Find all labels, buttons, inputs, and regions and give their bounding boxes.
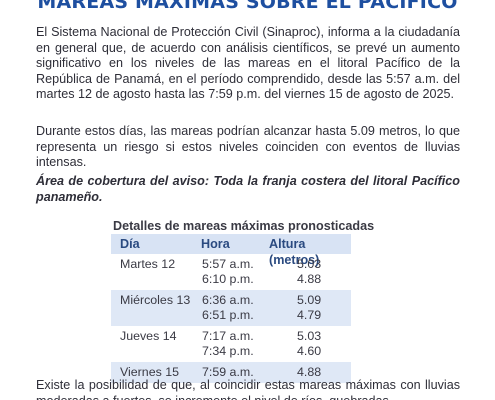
- row-day: Viernes 15: [120, 365, 180, 379]
- row-time: 6:10 p.m.: [202, 272, 254, 286]
- tide-table: Detalles de mareas máximas pronosticadas…: [111, 218, 375, 383]
- row-height: 4.88: [297, 365, 322, 379]
- row-heights: 5.09 4.79: [297, 293, 321, 323]
- table-row: Miércoles 13 6:36 a.m. 6:51 p.m. 5.09 4.…: [111, 290, 351, 326]
- table-row: Viernes 15 7:59 a.m. 4.88: [111, 362, 351, 383]
- row-times: 7:17 a.m. 7:34 p.m.: [202, 329, 254, 359]
- row-height: 5.03: [297, 257, 322, 271]
- row-time: 5:57 a.m.: [202, 257, 254, 271]
- row-times: 5:57 a.m. 6:10 p.m.: [202, 257, 254, 287]
- coverage-paragraph: Área de cobertura del aviso: Toda la fra…: [36, 174, 460, 204]
- row-heights: 4.88: [297, 365, 321, 380]
- row-heights: 5.03 4.60: [297, 329, 321, 359]
- row-height: 4.88: [297, 272, 322, 286]
- row-height: 4.79: [297, 308, 322, 322]
- document-title: MAREAS MÁXIMAS SOBRE EL PACÍFICO: [37, 0, 458, 13]
- row-heights: 5.03 4.88: [297, 257, 321, 287]
- table-header-row: Día Hora Altura (metros): [111, 234, 351, 267]
- table-caption: Detalles de mareas máximas pronosticadas: [113, 219, 375, 233]
- row-day: Jueves 14: [120, 329, 177, 343]
- table-row: Jueves 14 7:17 a.m. 7:34 p.m. 5.03 4.60: [111, 326, 351, 362]
- row-height: 4.60: [297, 344, 322, 358]
- table-row: Martes 12 5:57 a.m. 6:10 p.m. 5.03 4.88: [111, 254, 351, 290]
- row-day: Miércoles 13: [120, 293, 191, 307]
- row-times: 6:36 a.m. 6:51 p.m.: [202, 293, 254, 323]
- row-time: 6:51 p.m.: [202, 308, 254, 322]
- row-height: 5.09: [297, 293, 322, 307]
- row-day: Martes 12: [120, 257, 176, 271]
- row-time: 7:59 a.m.: [202, 365, 254, 379]
- row-time: 7:17 a.m.: [202, 329, 254, 343]
- header-day: Día: [120, 237, 140, 251]
- header-height: Altura (metros): [269, 237, 320, 267]
- header-hour: Hora: [201, 237, 230, 251]
- intro-paragraph: El Sistema Nacional de Protección Civil …: [36, 25, 460, 102]
- risk-paragraph: Durante estos días, las mareas podrían a…: [36, 124, 460, 170]
- row-height: 5.03: [297, 329, 322, 343]
- row-times: 7:59 a.m.: [202, 365, 254, 380]
- row-time: 6:36 a.m.: [202, 293, 254, 307]
- row-time: 7:34 p.m.: [202, 344, 254, 358]
- closing-paragraph: Existe la posibilidad de que, al coincid…: [36, 378, 460, 400]
